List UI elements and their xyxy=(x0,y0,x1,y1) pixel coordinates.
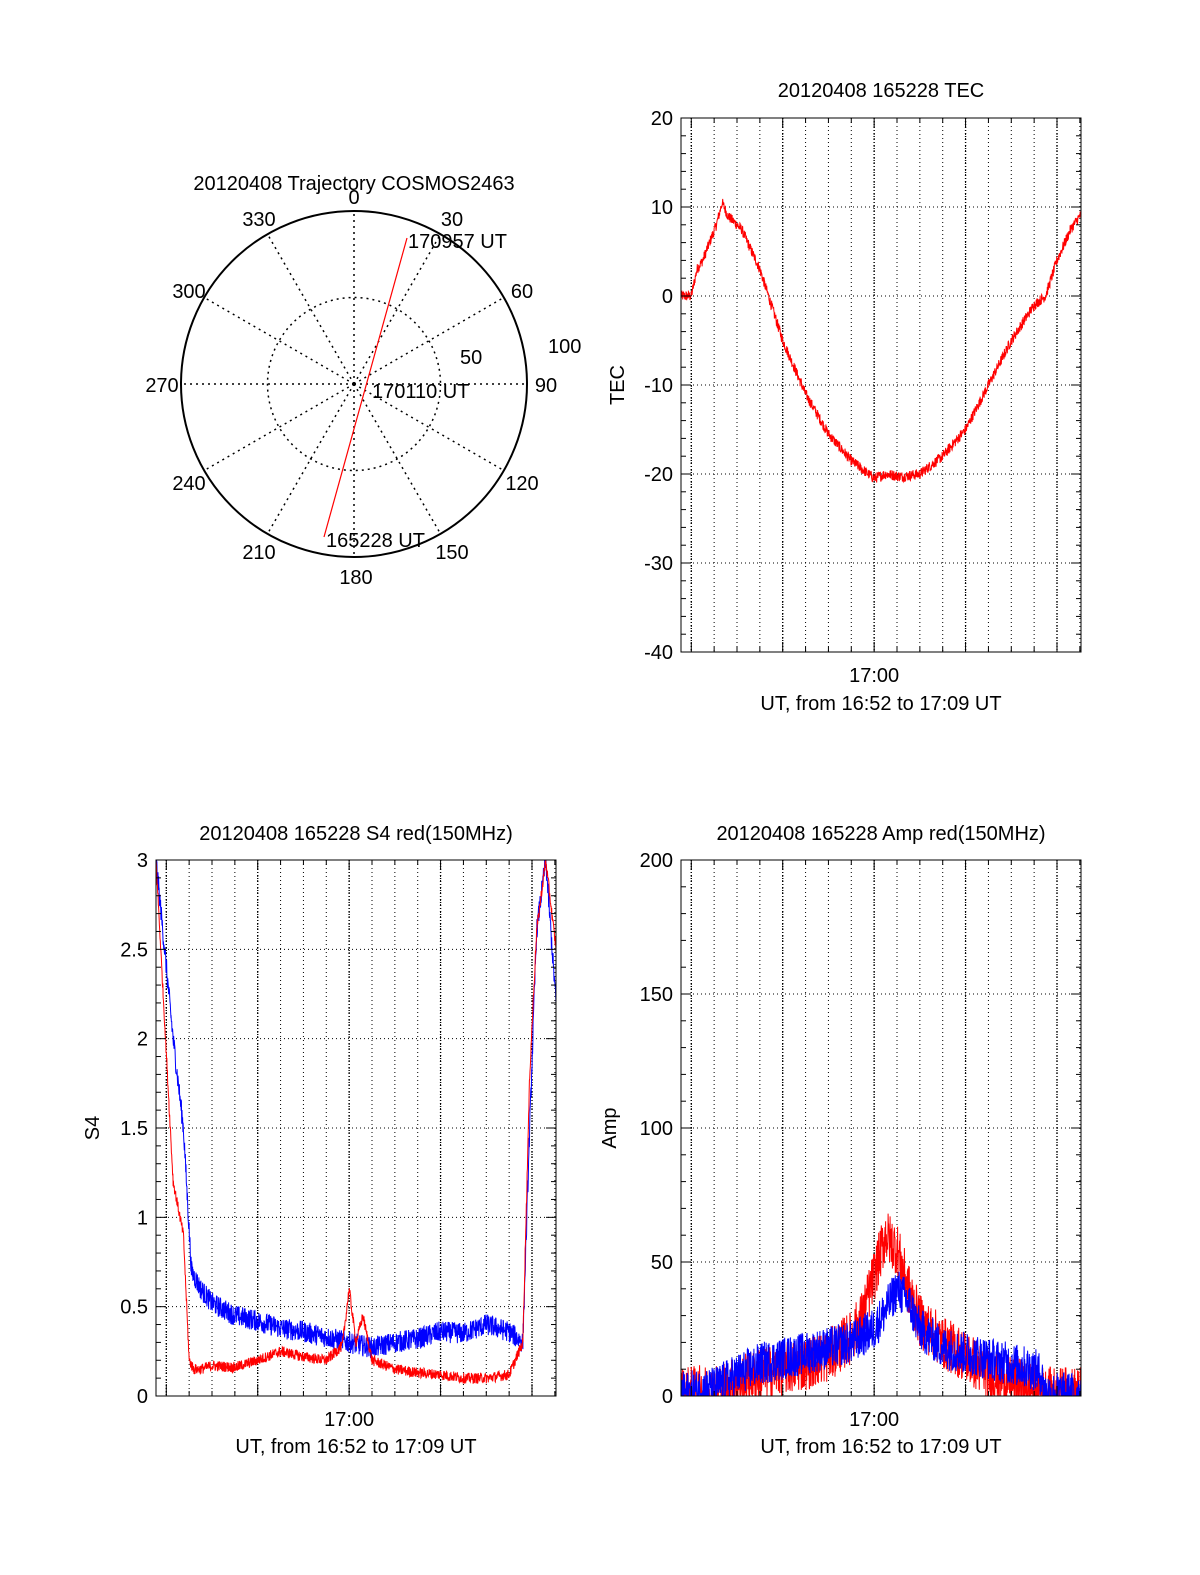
x-tick-labels: 17:00 xyxy=(849,1409,899,1431)
polar-angle-label: 30 xyxy=(441,209,463,231)
x-axis-label: UT, from 16:52 to 17:09 UT xyxy=(760,1436,1001,1458)
x-tick-label: 17:00 xyxy=(849,665,899,687)
polar-grid xyxy=(181,211,527,557)
polar-angle-label: 300 xyxy=(172,281,205,303)
axes xyxy=(680,859,1082,1397)
chart-title: 20120408 Trajectory COSMOS2463 xyxy=(193,173,514,195)
trajectory-annotations: 165228 UT 170110 UT 170957 UT xyxy=(326,231,507,552)
y-tick-label: 0 xyxy=(662,1386,673,1408)
polar-spoke xyxy=(353,383,442,535)
y-tick-label: -10 xyxy=(644,375,673,397)
polar-spoke xyxy=(203,383,355,472)
axes xyxy=(155,859,557,1397)
trajectory-annotation: 170957 UT xyxy=(408,231,507,253)
y-axis-label: TEC xyxy=(607,365,629,405)
y-tick-label: 50 xyxy=(651,1252,673,1274)
series-line-blue xyxy=(156,860,556,1359)
s4-chart: 20120408 165228 S4 red(150MHz) 3 2.5 2 1.5 1… xyxy=(82,823,557,1458)
trajectory-annotation: 165228 UT xyxy=(326,530,425,552)
y-tick-label: 3 xyxy=(137,850,148,872)
radius-label-50: 50 xyxy=(460,347,482,369)
polar-spoke xyxy=(203,296,355,385)
polar-spoke xyxy=(353,296,505,385)
y-tick-label: -30 xyxy=(644,553,673,575)
y-tick-label: 10 xyxy=(651,197,673,219)
y-tick-labels: 200 150 100 50 0 xyxy=(640,850,673,1408)
series-layer xyxy=(681,198,1081,484)
polar-spoke xyxy=(353,383,505,472)
y-tick-label: -40 xyxy=(644,642,673,664)
y-tick-labels: 20 10 0 -10 -20 -30 -40 xyxy=(644,108,673,664)
polar-trajectory-chart: 20120408 Trajectory COSMOS2463 0 30 60 90 12… xyxy=(145,173,581,589)
y-tick-label: 150 xyxy=(640,984,673,1006)
series-line-red xyxy=(156,860,556,1385)
y-tick-label: 1 xyxy=(137,1207,148,1229)
polar-angle-label: 90 xyxy=(535,375,557,397)
trajectory-series xyxy=(323,237,408,538)
x-tick-labels: 17:00 xyxy=(324,1409,374,1431)
trajectory-line xyxy=(323,237,408,538)
x-axis-label: UT, from 16:52 to 17:09 UT xyxy=(760,693,1001,715)
axes xyxy=(680,117,1082,653)
polar-angle-labels: 0 30 60 90 120 150 180 210 240 270 300 330 xyxy=(145,187,557,589)
series-layer xyxy=(681,1213,1081,1396)
y-tick-label: 2.5 xyxy=(120,939,148,961)
y-tick-label: -20 xyxy=(644,464,673,486)
polar-angle-label: 330 xyxy=(242,209,275,231)
chart-title: 20120408 165228 TEC xyxy=(778,80,984,102)
y-tick-label: 200 xyxy=(640,850,673,872)
x-axis-label: UT, from 16:52 to 17:09 UT xyxy=(235,1436,476,1458)
polar-spoke xyxy=(266,233,355,385)
series-line-blue xyxy=(681,1271,1081,1396)
chart-title: 20120408 165228 S4 red(150MHz) xyxy=(199,823,513,845)
y-axis-label: Amp xyxy=(599,1107,621,1148)
trajectory-annotation: 170110 UT xyxy=(372,381,469,403)
polar-outer-ring xyxy=(180,210,528,558)
y-tick-label: 0 xyxy=(137,1386,148,1408)
polar-spoke xyxy=(353,233,442,385)
x-tick-label: 17:00 xyxy=(849,1409,899,1431)
series-layer xyxy=(156,860,556,1385)
polar-angle-label: 210 xyxy=(242,542,275,564)
amp-chart: 20120408 165228 Amp red(150MHz) 200 150 10… xyxy=(599,823,1082,1458)
polar-angle-label: 270 xyxy=(145,375,178,397)
y-axis-label: S4 xyxy=(82,1116,104,1140)
y-tick-label: 20 xyxy=(651,108,673,130)
chart-title: 20120408 165228 Amp red(150MHz) xyxy=(716,823,1045,845)
polar-angle-label: 0 xyxy=(348,187,359,209)
polar-angle-label: 150 xyxy=(435,542,468,564)
radius-label-100: 100 xyxy=(548,336,581,358)
y-tick-labels: 3 2.5 2 1.5 1 0.5 0 xyxy=(120,850,148,1408)
polar-angle-label: 180 xyxy=(339,567,372,589)
polar-angle-label: 240 xyxy=(172,473,205,495)
polar-angle-label: 60 xyxy=(511,281,533,303)
polar-angle-label: 120 xyxy=(505,473,538,495)
y-tick-label: 2 xyxy=(137,1029,148,1051)
grid xyxy=(681,118,1081,652)
y-tick-label: 0 xyxy=(662,286,673,308)
polar-grid-ring xyxy=(266,296,442,472)
y-tick-label: 100 xyxy=(640,1118,673,1140)
x-tick-label: 17:00 xyxy=(324,1409,374,1431)
polar-spoke xyxy=(266,383,355,535)
tec-chart: 20120408 165228 TEC 20 10 0 -10 -20 -30 -40 17… xyxy=(607,80,1082,715)
y-tick-label: 1.5 xyxy=(120,1118,148,1140)
series-line-red xyxy=(681,198,1081,484)
x-tick-labels: 17:00 xyxy=(849,665,899,687)
y-tick-label: 0.5 xyxy=(120,1297,148,1319)
